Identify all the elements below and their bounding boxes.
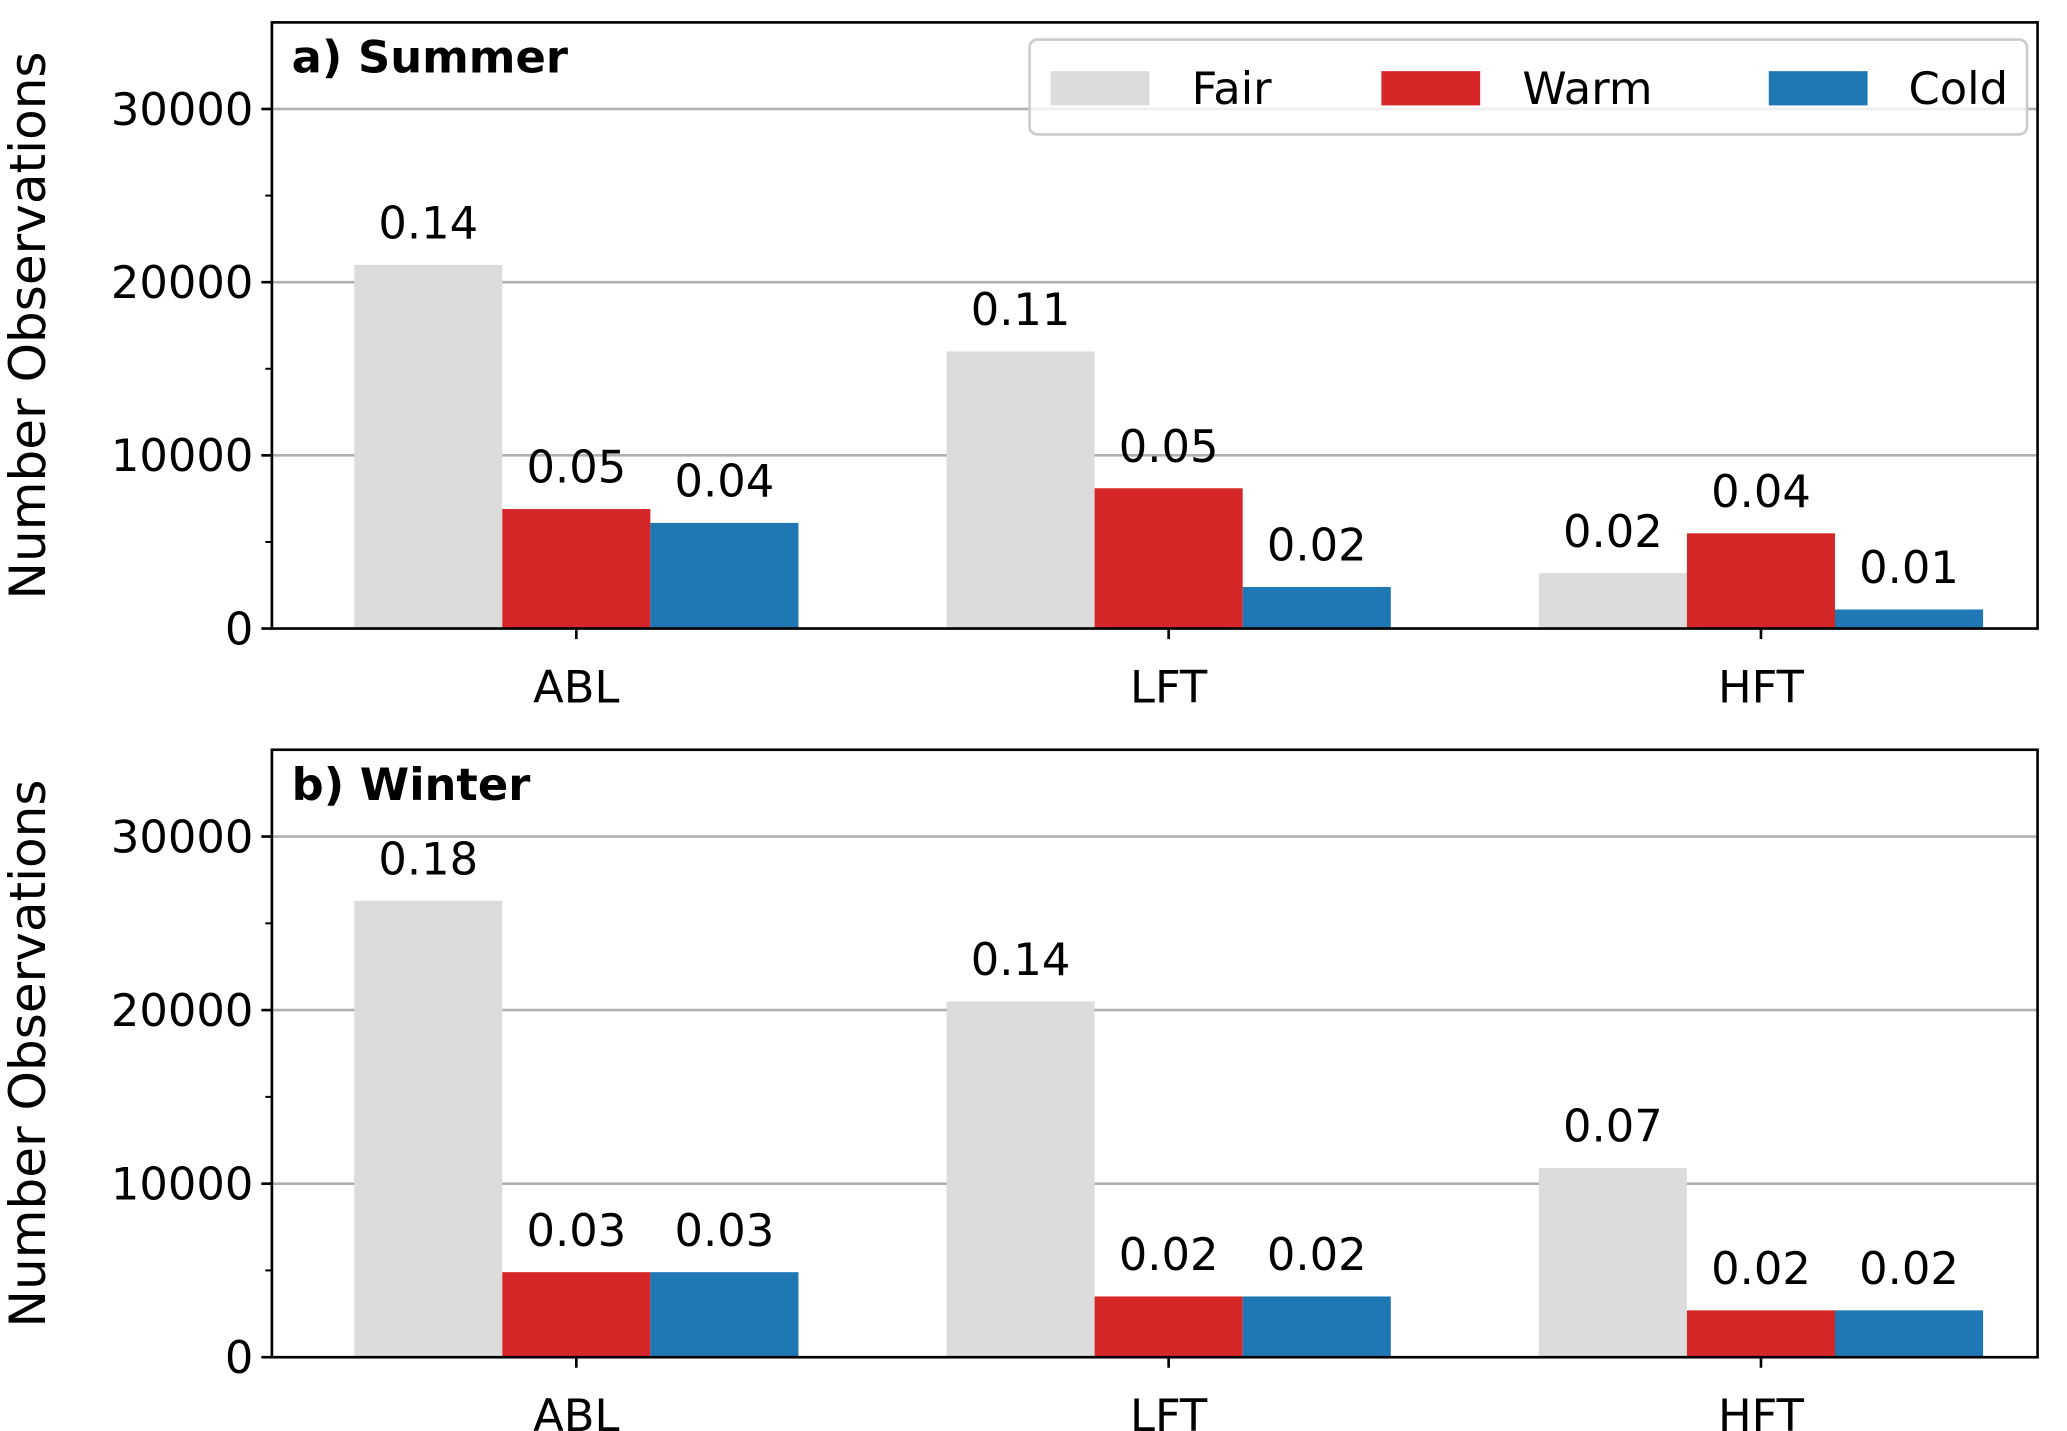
bar [946, 351, 1095, 629]
value-label: 0.02 [1563, 505, 1663, 558]
y-tick-label: 10000 [111, 1157, 254, 1210]
value-label: 0.11 [971, 283, 1071, 336]
legend-swatch [1381, 71, 1481, 106]
bar [502, 509, 651, 629]
bar [1094, 1296, 1243, 1358]
value-label: 0.05 [526, 441, 626, 494]
x-tick-label: HFT [1718, 660, 1805, 713]
plot-frame [270, 21, 2039, 630]
legend-swatch [1768, 71, 1868, 106]
value-label: 0.07 [1563, 1100, 1663, 1153]
y-tick-label: 30000 [111, 810, 254, 863]
panel-title: a) Summer [292, 30, 568, 83]
legend-label: Warm [1522, 62, 1652, 115]
y-tick-label: 20000 [111, 984, 254, 1037]
x-tick-label: ABL [533, 1389, 619, 1431]
bar [1686, 533, 1836, 629]
value-label: 0.01 [1859, 541, 1959, 594]
value-label: 0.02 [1267, 1228, 1367, 1281]
value-label: 0.18 [378, 832, 478, 885]
y-axis-label: Number Observations [0, 51, 57, 599]
value-label: 0.02 [1711, 1242, 1811, 1295]
y-axis-label: Number Observations [0, 780, 57, 1328]
x-tick-label: HFT [1718, 1389, 1805, 1431]
bar [650, 522, 799, 629]
value-label: 0.04 [675, 455, 775, 508]
plot-frame [270, 748, 2039, 1359]
value-label: 0.14 [971, 933, 1071, 986]
panel-title: b) Winter [292, 758, 531, 811]
x-tick-label: LFT [1130, 1389, 1208, 1431]
value-label: 0.04 [1711, 465, 1811, 518]
bar [1242, 1296, 1391, 1358]
x-tick-label: ABL [533, 660, 619, 713]
legend-label: Fair [1192, 62, 1273, 115]
legend-frame [1028, 38, 2029, 136]
value-label: 0.02 [1859, 1242, 1959, 1295]
y-tick-label: 30000 [111, 83, 254, 136]
bar [502, 1272, 651, 1358]
bar [650, 1272, 799, 1358]
y-tick-label: 10000 [111, 429, 254, 482]
bar [946, 1001, 1095, 1358]
bar [1835, 1310, 1984, 1358]
value-label: 0.02 [1267, 519, 1367, 572]
bar [1538, 573, 1687, 629]
value-label: 0.02 [1119, 1228, 1219, 1281]
bar [354, 264, 503, 629]
legend-swatch [1050, 71, 1150, 106]
bar [354, 900, 503, 1358]
legend-label: Cold [1908, 62, 2008, 115]
bar [1686, 1310, 1836, 1358]
x-tick-label: LFT [1130, 660, 1208, 713]
legend: Fair Warm Cold [1028, 38, 2029, 136]
value-label: 0.05 [1119, 420, 1219, 473]
bar [1835, 609, 1984, 629]
y-tick-label: 0 [225, 602, 254, 655]
bar [1094, 488, 1243, 629]
y-tick-label: 0 [225, 1331, 254, 1384]
value-label: 0.14 [378, 197, 478, 250]
value-label: 0.03 [526, 1204, 626, 1257]
value-label: 0.03 [675, 1204, 775, 1257]
bar [1242, 586, 1391, 629]
bar [1538, 1168, 1687, 1358]
y-tick-label: 20000 [111, 256, 254, 309]
